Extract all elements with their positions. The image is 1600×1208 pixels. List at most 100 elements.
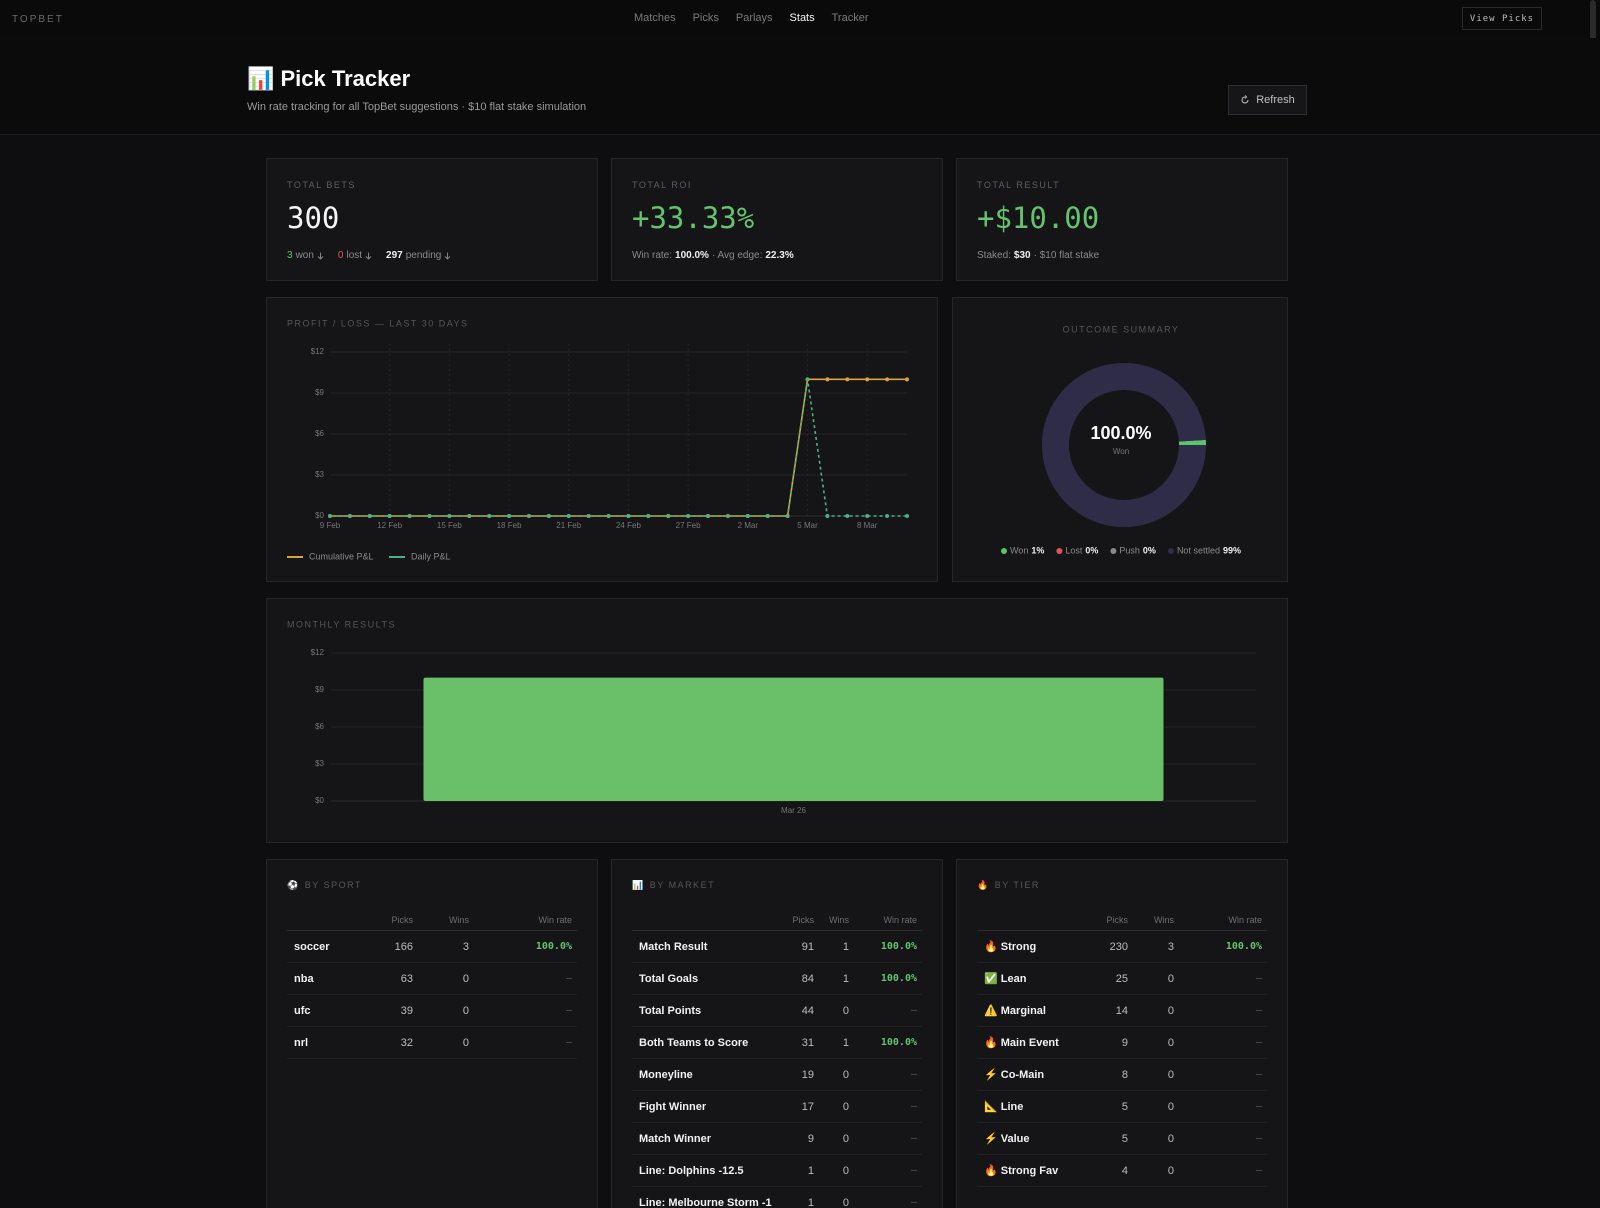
legend-dot xyxy=(1001,548,1008,554)
data-point xyxy=(865,377,870,382)
stat-details: Win rate: 100.0% · Avg edge: 22.3% xyxy=(632,250,794,261)
data-point xyxy=(526,514,531,518)
stat-card: TOTAL BETS 300 3 won 0 lost 297 pending xyxy=(266,158,598,281)
table-cell: 0 xyxy=(815,1186,850,1208)
arrow-shape xyxy=(317,252,324,260)
table-cell: Match Result xyxy=(632,930,775,963)
table-cell: ✅ Lean xyxy=(977,962,1077,995)
table-cell: 63 xyxy=(354,962,414,995)
table-icon: 🔥 xyxy=(977,880,990,890)
detail-label: Staked: xyxy=(977,250,1011,261)
breakdown-label: won xyxy=(295,250,314,261)
table-cell: 9 xyxy=(775,1122,815,1155)
table-cell: 0 xyxy=(815,1122,850,1155)
table-title: 📊 BY MARKET xyxy=(632,880,715,891)
view-picks-button[interactable]: View Picks xyxy=(1462,7,1542,30)
table-cell: 0 xyxy=(1129,1122,1175,1155)
nav-link[interactable]: Matches xyxy=(634,12,676,24)
table-cell: 0 xyxy=(1129,1090,1175,1123)
table-cell: 3 xyxy=(1129,930,1175,963)
series-line xyxy=(330,378,907,517)
detail-label: Win rate: xyxy=(632,250,673,261)
brand[interactable]: TOPBET xyxy=(12,14,64,25)
detail-label: · $10 flat stake xyxy=(1033,250,1100,261)
table-row: Total Goals 84 1 100.0% xyxy=(632,962,922,995)
breakdown-count: 297 xyxy=(386,250,403,261)
header-cell xyxy=(977,910,1077,931)
legend-label: Not settled xyxy=(1177,545,1220,555)
refresh-icon xyxy=(1241,95,1249,104)
table-head: Picks Wins Win rate xyxy=(632,910,922,931)
donut-center-value: 100.0% xyxy=(1090,423,1151,443)
data-point xyxy=(666,514,671,518)
table-cell: — xyxy=(1175,1090,1267,1123)
table-cell: 📐 Line xyxy=(977,1090,1077,1123)
table-cell: — xyxy=(1175,994,1267,1027)
x-tick-label: 5 Mar xyxy=(797,521,818,530)
x-tick-label: 24 Feb xyxy=(616,521,641,530)
table-cell: 1 xyxy=(775,1186,815,1208)
y-tick-label: $6 xyxy=(315,429,324,438)
table-cell: Moneyline xyxy=(632,1058,775,1091)
data-point xyxy=(566,514,571,518)
y-tick-label: $0 xyxy=(315,796,324,805)
x-tick-label: 21 Feb xyxy=(556,521,581,530)
arrow-shape xyxy=(365,252,372,260)
table-cell: 0 xyxy=(414,962,470,995)
table-cell: 44 xyxy=(775,994,815,1027)
table-cell: 5 xyxy=(1077,1122,1129,1155)
table-panel: 🔥 BY TIER Picks Wins Win rate 🔥 Strong 230 3 100… xyxy=(956,859,1288,1208)
data-point xyxy=(586,514,591,518)
data-table: Picks Wins Win rate soccer 166 3 100.0% nba 63 0—… xyxy=(287,910,577,1059)
table-cell: 100.0% xyxy=(850,930,922,963)
page-header: 📊 Pick Tracker Win rate tracking for all… xyxy=(0,38,1600,135)
detail-label: · Avg edge: xyxy=(711,250,763,261)
table-title: ⚽ BY SPORT xyxy=(287,880,362,891)
table-panel: 📊 BY MARKET Picks Wins Win rate Match Result 9… xyxy=(611,859,943,1208)
table-cell: Both Teams to Score xyxy=(632,1026,775,1059)
stat-label: TOTAL RESULT xyxy=(977,180,1061,190)
table-cell: ⚠️ Marginal xyxy=(977,994,1077,1027)
nav-link[interactable]: Picks xyxy=(692,12,719,24)
arrow-icon xyxy=(445,252,451,260)
table-cell: Line: Melbourne Storm -1 xyxy=(632,1186,775,1208)
data-point xyxy=(845,514,850,518)
nav-link[interactable]: Stats xyxy=(789,12,815,24)
table-cell: 3 xyxy=(414,930,470,963)
legend-label: Push xyxy=(1119,545,1140,555)
refresh-label: Refresh xyxy=(1256,94,1295,106)
chart-title: PROFIT / LOSS — LAST 30 DAYS xyxy=(287,318,469,328)
table-cell: 5 xyxy=(1077,1090,1129,1123)
table-cell: Fight Winner xyxy=(632,1090,775,1123)
x-tick-label: 2 Mar xyxy=(738,521,759,530)
refresh-button[interactable]: Refresh xyxy=(1228,85,1307,115)
nav-link[interactable]: Parlays xyxy=(735,12,773,24)
breakdown-count: 3 xyxy=(287,250,293,261)
donut-slice xyxy=(1042,363,1206,527)
data-point xyxy=(725,514,730,518)
data-point xyxy=(487,514,492,518)
y-tick-label: $3 xyxy=(315,759,324,768)
stat-card: TOTAL ROI +33.33% Win rate: 100.0% · Avg edg… xyxy=(611,158,943,281)
stat-label: TOTAL ROI xyxy=(632,180,692,190)
legend-value: 99% xyxy=(1223,545,1241,555)
header-row: Picks Wins Win rate xyxy=(632,910,922,931)
nav-link[interactable]: Tracker xyxy=(831,12,869,24)
detail-value: 22.3% xyxy=(765,250,794,261)
detail-value: $30 xyxy=(1013,250,1031,261)
legend-label: Cumulative P&L xyxy=(309,551,374,561)
table-cell: 🔥 Main Event xyxy=(977,1026,1077,1059)
x-tick-label: 18 Feb xyxy=(497,521,522,530)
table-cell: Total Points xyxy=(632,994,775,1027)
table-cell: 100.0% xyxy=(850,1026,922,1059)
data-point xyxy=(507,514,512,518)
stat-details: 3 won 0 lost 297 pending xyxy=(287,250,451,261)
table-cell: nba xyxy=(287,962,354,995)
table-row: 🔥 Strong Fav 4 0— xyxy=(977,1154,1267,1187)
data-point xyxy=(765,514,770,518)
chart-panel: OUTCOME SUMMARY 100.0% Won Won 1% Lost 0% Push 0… xyxy=(952,297,1288,582)
table-cell: 17 xyxy=(775,1090,815,1123)
table-row: Line: Melbourne Storm -1 1 0— xyxy=(632,1186,922,1208)
header-cell xyxy=(632,910,775,931)
table-cell: Total Goals xyxy=(632,962,775,995)
